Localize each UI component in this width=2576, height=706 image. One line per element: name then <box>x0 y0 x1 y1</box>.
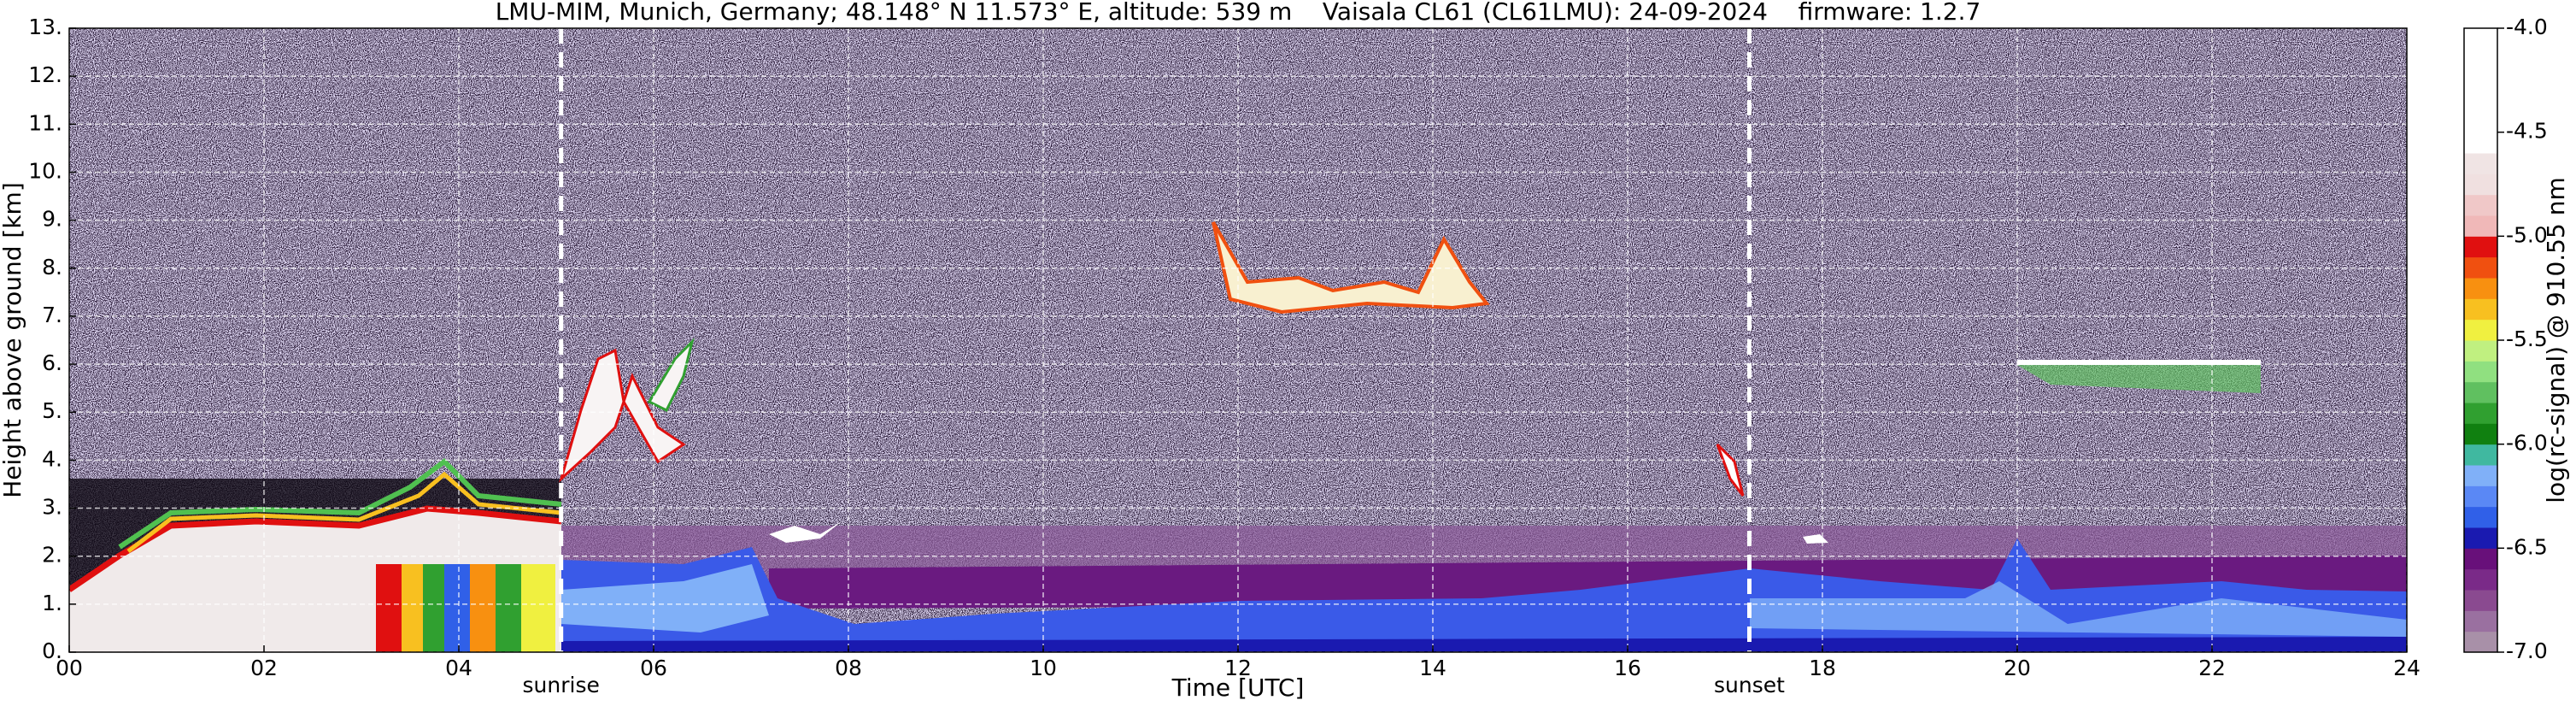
colorbar-band <box>2464 506 2497 528</box>
y-tick-label: 0. <box>42 638 62 663</box>
x-tick-label: 10 <box>1030 656 1057 680</box>
aerosol-column <box>423 564 444 652</box>
x-tick-label: 06 <box>640 656 667 680</box>
x-tick-label: 22 <box>2198 656 2226 680</box>
y-tick-label: 12. <box>28 62 62 87</box>
aerosol-column <box>496 564 521 652</box>
colorbar-band <box>2464 278 2497 299</box>
x-tick-label: 04 <box>445 656 472 680</box>
boundary-layer-dark <box>561 637 2407 652</box>
colorbar-band <box>2464 340 2497 362</box>
chart-title: LMU-MIM, Munich, Germany; 48.148° N 11.5… <box>496 0 1981 26</box>
colorbar-band <box>2464 568 2497 591</box>
x-tick-label: 12 <box>1224 656 1252 680</box>
y-tick-label: 7. <box>42 303 62 327</box>
colorbar-band <box>2464 256 2497 279</box>
colorbar-band <box>2464 610 2497 632</box>
y-tick-label: 13. <box>28 15 62 39</box>
x-tick-label: 02 <box>250 656 278 680</box>
y-tick-label: 3. <box>42 495 62 520</box>
colorbar-frame <box>2463 27 2498 653</box>
colorbar-tick-label: -7.0 <box>2506 638 2548 663</box>
boundary-layer-light <box>1750 581 2407 637</box>
colorbar-band <box>2464 215 2497 237</box>
aerosol-column <box>402 564 423 652</box>
colorbar-band <box>2464 111 2497 133</box>
cloud <box>1716 443 1745 497</box>
x-tick-label: 24 <box>2393 656 2421 680</box>
colorbar-band <box>2464 381 2497 403</box>
colorbar-band <box>2464 590 2497 611</box>
cloud <box>1212 221 1490 315</box>
y-axis-label: Height above ground [km] <box>0 182 26 498</box>
cloud <box>647 338 695 413</box>
annotation-label: sunset <box>1714 673 1785 697</box>
colorbar-band <box>2464 174 2497 196</box>
grid <box>69 28 2407 652</box>
colorbar-band <box>2464 49 2497 71</box>
colorbar-band <box>2464 298 2497 321</box>
colorbar-tick-label: -6.0 <box>2506 431 2548 456</box>
y-tick-label: 6. <box>42 350 62 375</box>
colorbar-tick-label: -4.0 <box>2506 15 2548 39</box>
y-tick-label: 1. <box>42 591 62 615</box>
colorbar-tick-label: -4.5 <box>2506 119 2548 144</box>
cloud <box>559 348 686 483</box>
colorbar-tick-label: -5.0 <box>2506 222 2548 247</box>
cloud <box>769 521 842 543</box>
plot-area <box>69 28 2407 652</box>
y-tick-label: 10. <box>28 158 62 183</box>
y-tick-label: 4. <box>42 446 62 471</box>
aerosol-column <box>521 564 555 652</box>
colorbar-band <box>2464 403 2497 424</box>
x-tick-label: 00 <box>56 656 83 680</box>
annotation-label: sunrise <box>523 673 600 697</box>
colorbar-band <box>2464 69 2497 91</box>
colorbar-band <box>2464 91 2497 112</box>
colorbar-label: log(rc-signal) @ 910.55 nm <box>2542 177 2570 503</box>
colorbar-band <box>2464 527 2497 549</box>
cloud-fall <box>2017 365 2261 393</box>
colorbar-band <box>2464 485 2497 508</box>
y-tick-label: 5. <box>42 398 62 423</box>
colorbar-band <box>2464 153 2497 174</box>
colorbar-band <box>2464 423 2497 445</box>
x-axis-label: Time [UTC] <box>1171 674 1305 702</box>
x-tick-label: 18 <box>1809 656 1836 680</box>
y-tick-label: 11. <box>28 110 62 135</box>
y-tick-label: 8. <box>42 255 62 279</box>
colorbar-tick-label: -6.5 <box>2506 534 2548 559</box>
colorbar-band <box>2464 465 2497 486</box>
colorbar-band <box>2464 631 2497 653</box>
colorbar-band <box>2464 132 2497 154</box>
colorbar: -7.0 -6.5 -6.0 -5.5 -5.0 -4.5 -4.0 <box>2464 15 2548 663</box>
cloud <box>2017 360 2261 365</box>
colorbar-band <box>2464 361 2497 383</box>
colorbar-band <box>2464 194 2497 216</box>
y-tick-label: 2. <box>42 543 62 568</box>
boundary-layer-light <box>561 564 769 632</box>
aerosol-column <box>470 564 496 652</box>
colorbar-band <box>2464 236 2497 258</box>
colorbar-band <box>2464 548 2497 570</box>
colorbar-tick-label: -5.5 <box>2506 327 2548 351</box>
x-tick-label: 20 <box>2004 656 2031 680</box>
aerosol-column <box>376 564 402 652</box>
aerosol-column <box>444 564 470 652</box>
colorbar-band <box>2464 319 2497 341</box>
x-tick-label: 16 <box>1614 656 1641 680</box>
y-tick-label: 9. <box>42 207 62 232</box>
aerosol-edge <box>118 458 562 550</box>
x-tick-label: 08 <box>835 656 862 680</box>
x-tick-label: 14 <box>1419 656 1446 680</box>
colorbar-band <box>2464 444 2497 466</box>
colorbar-band <box>2464 28 2497 50</box>
